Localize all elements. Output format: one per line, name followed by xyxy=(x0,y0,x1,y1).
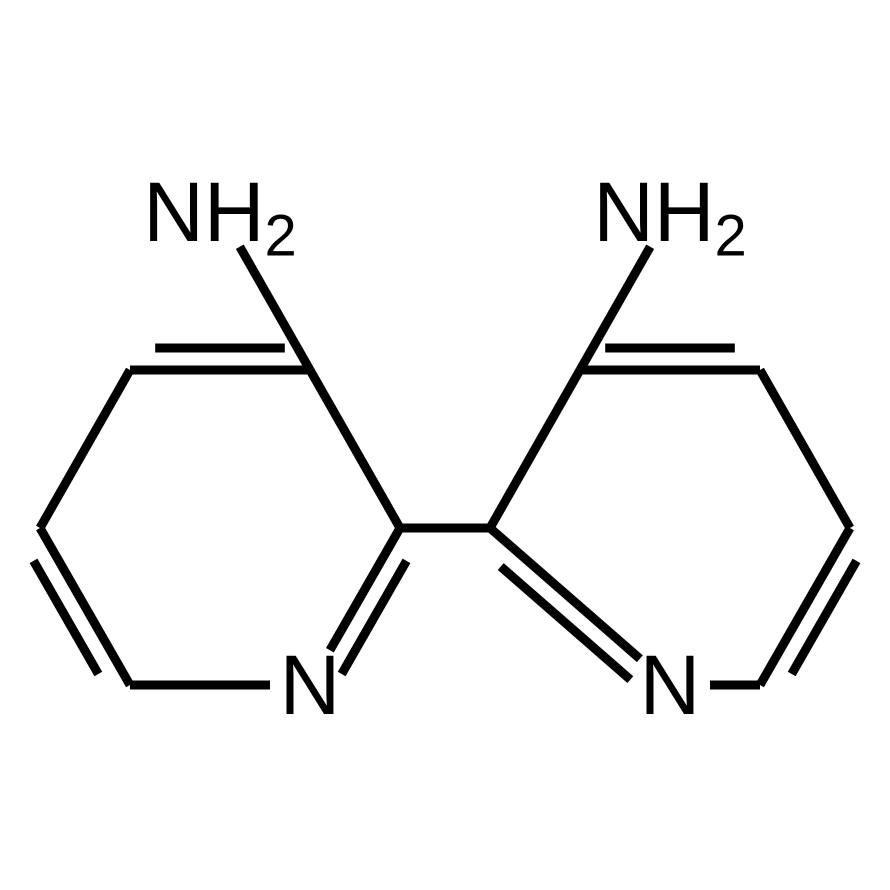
molecule-diagram: N NH2 N NH2 xyxy=(0,0,890,890)
nitrogen-label: N xyxy=(280,638,341,732)
nitrogen-label: N xyxy=(640,638,701,732)
amine-label: NH2 xyxy=(143,165,297,268)
amine-label: NH2 xyxy=(593,165,747,268)
